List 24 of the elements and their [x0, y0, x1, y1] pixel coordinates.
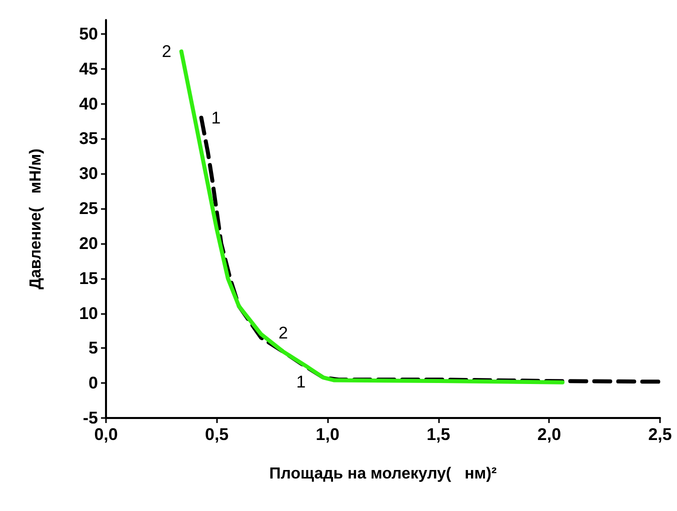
x-tick-label: 2,0: [537, 425, 562, 444]
x-axis-title: Площадь на молекулу( нм)²: [269, 466, 497, 482]
x-tick-label: 0,0: [94, 425, 118, 444]
series-label: 2: [278, 324, 288, 343]
y-axis-title: Давление( мН/м): [28, 148, 44, 290]
x-tick-label: 1,0: [316, 425, 340, 444]
text: 2: [162, 42, 172, 61]
x-tick-label: 2,5: [648, 425, 672, 444]
series-label: 1: [296, 372, 306, 392]
y-tick-label: 30: [79, 164, 98, 184]
y-tick-label: 40: [79, 94, 98, 114]
y-tick-label: 50: [79, 24, 98, 44]
y-tick-label: 35: [79, 129, 98, 148]
text: 1: [211, 108, 221, 128]
x-tick-label: 0,5: [204, 425, 229, 444]
y-tick-label: 20: [79, 234, 98, 253]
y-tick-label: 15: [79, 268, 98, 288]
x-tick-label: 1,5: [426, 425, 450, 444]
y-tick-label: -5: [82, 408, 98, 428]
y-tick-label: 45: [79, 59, 98, 78]
y-tick-label: 5: [88, 338, 98, 358]
y-tick-label: 10: [79, 304, 98, 323]
y-tick-label: 0: [88, 374, 98, 393]
y-tick-label: 25: [79, 199, 98, 218]
